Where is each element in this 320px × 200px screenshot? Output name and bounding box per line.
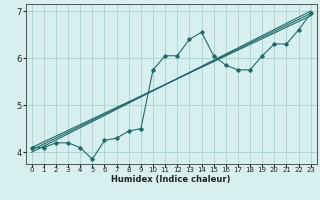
X-axis label: Humidex (Indice chaleur): Humidex (Indice chaleur) — [111, 175, 231, 184]
